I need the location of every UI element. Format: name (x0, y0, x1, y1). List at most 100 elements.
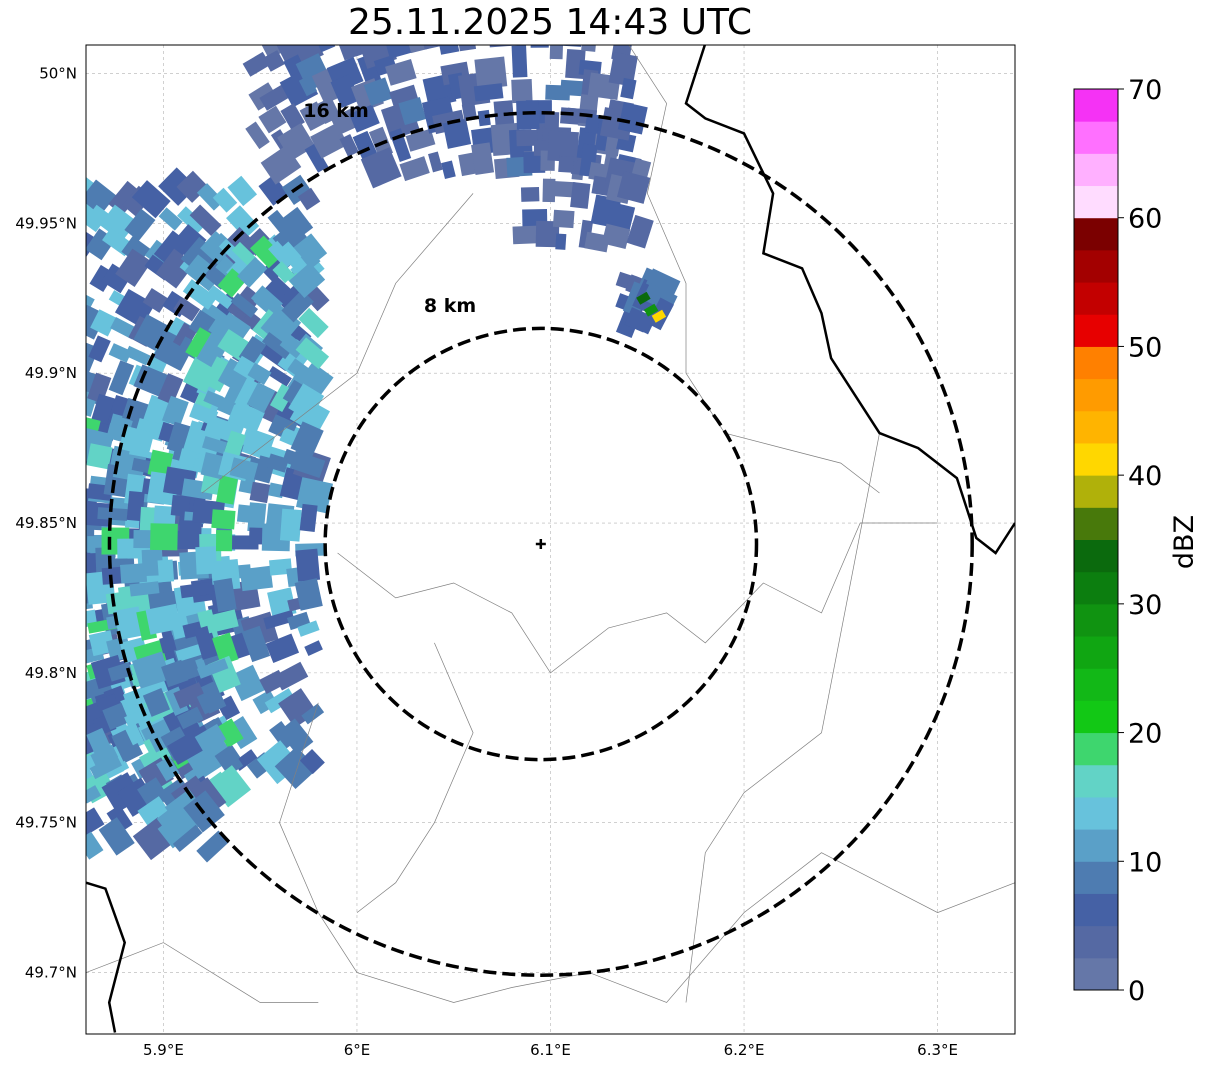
echo-bin (124, 706, 154, 728)
echo-bin (295, 337, 330, 370)
admin-border (685, 433, 880, 1003)
echo-bin (182, 279, 218, 310)
echo-bin (263, 610, 295, 630)
echo-bin (124, 208, 156, 242)
echo-bin (298, 75, 318, 97)
echo-bin (298, 307, 329, 339)
echo-bin (441, 160, 456, 180)
lon-tick-label: 5.9°E (143, 1041, 184, 1059)
reflectivity-layer (86, 45, 681, 863)
echo-bin (180, 581, 214, 599)
echo-bin (173, 682, 206, 709)
map-frame (85, 44, 1016, 1035)
echo-bin (167, 731, 204, 765)
echo-bin (189, 204, 222, 237)
echo-bin (277, 241, 306, 270)
colorbar-block (1074, 603, 1118, 637)
echo-bin (86, 427, 114, 450)
echo-bin (115, 248, 152, 288)
echo-bin (107, 662, 133, 682)
echo-bin (287, 358, 309, 380)
echo-bin (86, 229, 98, 263)
range-ring (107, 111, 974, 977)
colorbar-block (1074, 636, 1118, 669)
colorbar-block (1074, 539, 1118, 573)
echo-bin (97, 507, 128, 521)
echo-bin (357, 53, 382, 87)
echo-bin (176, 706, 204, 730)
echo-bin (226, 205, 260, 239)
echo-bin (281, 289, 314, 323)
echo-bin (230, 292, 259, 318)
lat-tick-label: 49.95°N (15, 214, 77, 232)
echo-bin (118, 425, 155, 457)
echo-bin (339, 133, 359, 157)
echo-bin (229, 664, 265, 702)
echo-bin (241, 625, 271, 663)
echo-bin (288, 383, 325, 421)
echo-bin (218, 238, 248, 267)
echo-bin (229, 457, 259, 482)
echo-bin (385, 59, 417, 86)
echo-bin (212, 187, 238, 213)
echo-bin (552, 209, 575, 229)
echo-bin (399, 156, 430, 182)
echo-bin (131, 180, 171, 219)
echo-bin (304, 286, 330, 312)
echo-bin (544, 111, 560, 129)
lat-tick-label: 50°N (39, 64, 77, 82)
echo-bin (158, 207, 183, 231)
colorbar-block (1074, 249, 1118, 283)
colorbar-tick-label: 70 (1128, 75, 1162, 106)
colorbar-tick-label: 0 (1128, 976, 1145, 1007)
echo-bin (520, 186, 540, 202)
colorbar-scale (1074, 89, 1118, 991)
echo-bin (398, 96, 427, 126)
axis-tick-labels: 5.9°E 6°E 6.1°E 6.2°E 6.3°E 50°N 49.95°N 49.9°N… (15, 64, 958, 1059)
lon-tick-label: 6°E (344, 1041, 371, 1059)
echo-bin (231, 241, 258, 268)
echo-bin (265, 633, 300, 663)
echo-bin (258, 45, 294, 60)
echo-bin (299, 503, 318, 532)
echo-bin (213, 578, 237, 613)
echo-bin (86, 339, 99, 377)
echo-bin (535, 220, 560, 248)
echo-bin (198, 736, 229, 763)
echo-bin (349, 104, 380, 133)
echo-bin (86, 201, 107, 233)
colorbar-block (1074, 153, 1118, 187)
ring-label-inner: 8 km (424, 295, 476, 317)
echo-bin (175, 643, 206, 662)
echo-bin (86, 727, 112, 757)
map-title: 25.11.2025 14:43 UTC (347, 2, 753, 43)
colorbar-block (1074, 475, 1118, 508)
admin-border (201, 193, 474, 494)
colorbar-block (1074, 410, 1118, 444)
echo-bin (86, 443, 113, 470)
echo-bin (636, 291, 651, 305)
echo-bin (108, 360, 135, 396)
lon-tick-label: 6.1°E (530, 1041, 571, 1059)
echo-bin (330, 74, 361, 109)
echo-bin (142, 688, 171, 717)
lon-tick-label: 6.2°E (724, 1041, 765, 1059)
echo-bin (90, 309, 118, 337)
echo-bin (266, 453, 289, 473)
echo-bin (247, 362, 272, 386)
echo-bin (651, 309, 667, 323)
colorbar-block (1074, 861, 1118, 894)
echo-bin (172, 824, 203, 852)
echo-bin (215, 718, 244, 748)
echo-bin (212, 632, 239, 666)
colorbar-label: dBZ (1169, 515, 1200, 569)
echo-bin (196, 183, 225, 211)
echo-bin (156, 756, 180, 782)
echo-bin (645, 268, 681, 297)
echo-bin (570, 182, 591, 209)
echo-bin (272, 261, 295, 284)
echo-bin (617, 102, 648, 135)
admin-border (337, 522, 938, 674)
echo-bin (196, 658, 229, 679)
